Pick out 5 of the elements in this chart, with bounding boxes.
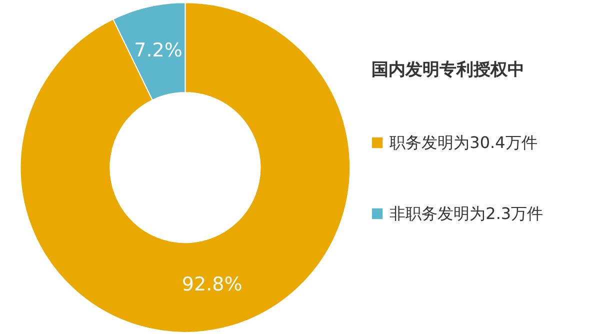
data-label: 7.2% bbox=[134, 40, 182, 62]
data-label: 92.8% bbox=[182, 273, 242, 296]
text: 国内发明专利授权中 bbox=[372, 60, 525, 80]
legend-label: 非职务发明为2.3万件 bbox=[390, 204, 544, 224]
legend-label: 职务发明为30.4万件 bbox=[390, 133, 538, 152]
